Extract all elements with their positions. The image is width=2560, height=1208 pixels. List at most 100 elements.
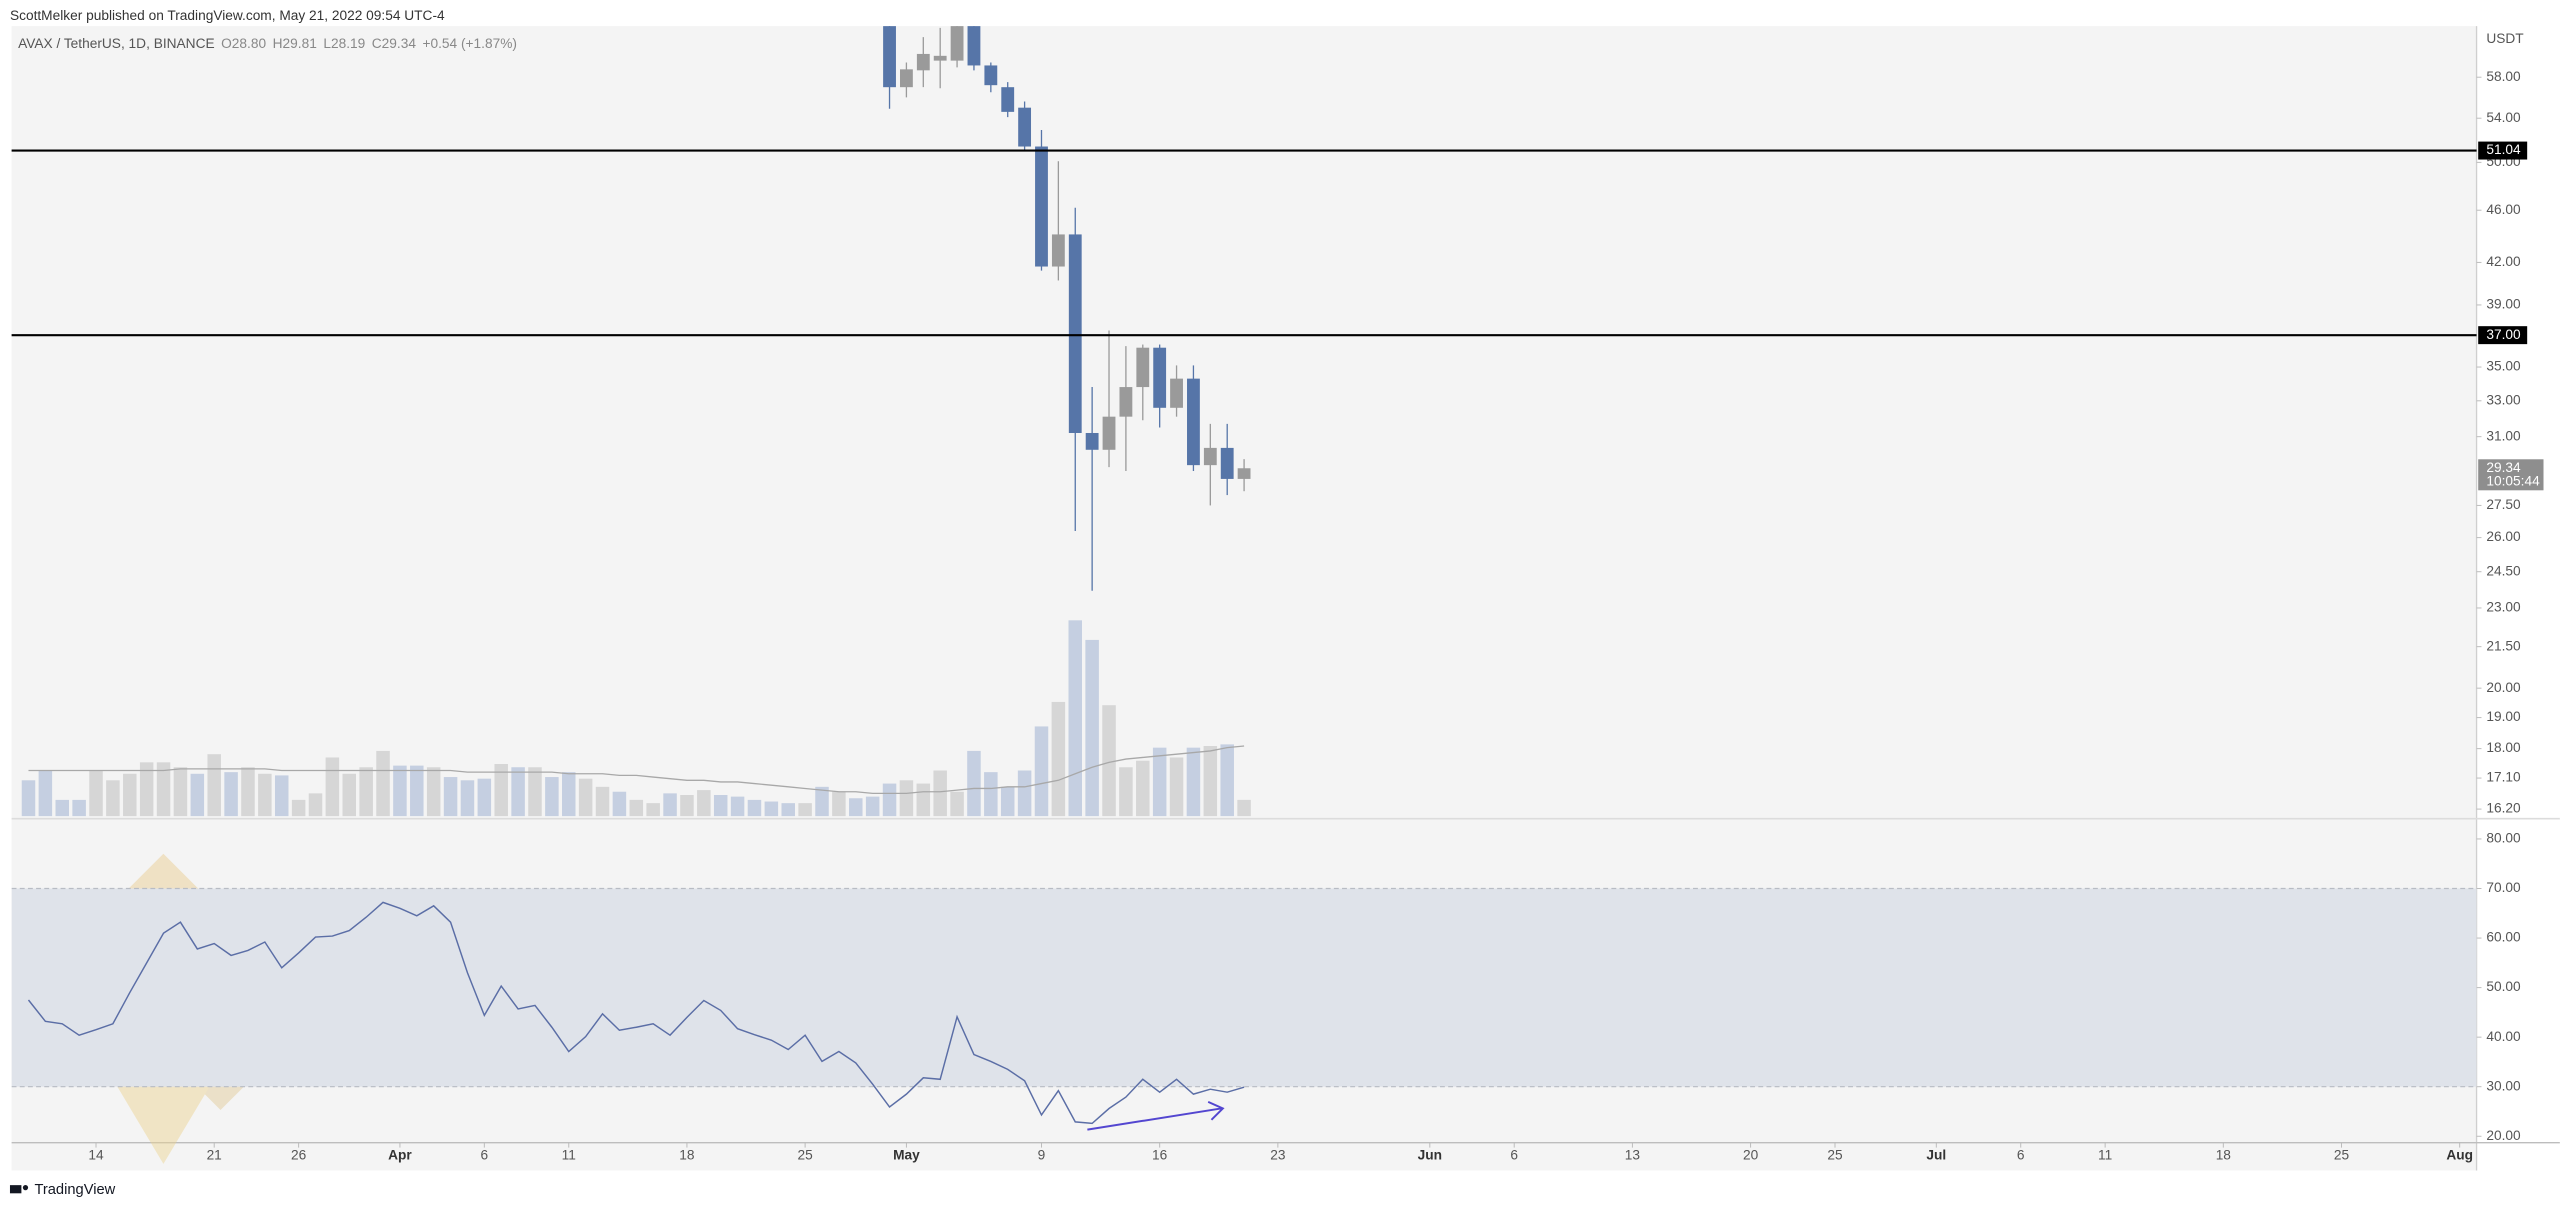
volume-bar bbox=[308, 793, 323, 817]
candle-body bbox=[1187, 378, 1200, 466]
volume-bar bbox=[781, 803, 795, 817]
arrow-head bbox=[1207, 1100, 1225, 1121]
volume-bar bbox=[1000, 786, 1015, 817]
x-tick-label: Jul bbox=[1926, 1147, 1946, 1162]
volume-bar bbox=[123, 773, 137, 817]
volume-bar bbox=[139, 762, 154, 817]
candle-body bbox=[933, 55, 947, 61]
x-tick-label: 25 bbox=[2334, 1147, 2350, 1162]
volume-bar bbox=[528, 767, 542, 817]
volume-bar bbox=[89, 770, 103, 817]
annotation-arrow bbox=[1087, 1100, 1225, 1131]
volume-bar bbox=[1119, 767, 1133, 817]
volume-bar bbox=[21, 780, 36, 817]
y-tick-label: 60.00 bbox=[2486, 930, 2521, 945]
candle-body bbox=[967, 26, 981, 66]
x-tick-label: 6 bbox=[1510, 1147, 1518, 1162]
x-tick-label: 11 bbox=[562, 1147, 576, 1162]
volume-bar bbox=[747, 799, 762, 817]
volume-bar bbox=[1169, 757, 1184, 817]
symbol-name: AVAX / TetherUS, 1D, BINANCE bbox=[18, 36, 214, 51]
rsi-band bbox=[11, 888, 2477, 1087]
volume-bar bbox=[798, 803, 812, 817]
x-tick-label: 11 bbox=[2098, 1147, 2112, 1162]
volume-bar bbox=[258, 773, 272, 817]
volume-bar bbox=[325, 757, 340, 817]
level-label-box bbox=[2478, 326, 2528, 345]
volume-bar bbox=[72, 799, 86, 817]
volume-bar bbox=[443, 777, 458, 817]
volume-bar bbox=[849, 798, 863, 817]
price-axis-area bbox=[2476, 26, 2560, 1171]
arrow-line bbox=[1087, 1107, 1222, 1131]
volume-bar bbox=[460, 780, 475, 817]
volume-bar bbox=[274, 775, 289, 817]
volume-bar bbox=[376, 750, 390, 817]
volume-bar bbox=[224, 772, 238, 817]
volume-bar bbox=[477, 778, 492, 817]
volume-bar bbox=[713, 794, 728, 817]
candle-body bbox=[1220, 447, 1234, 479]
volume-bar bbox=[916, 783, 931, 817]
x-tick-label: 9 bbox=[1038, 1147, 1046, 1162]
y-tick-label: 42.00 bbox=[2486, 254, 2521, 269]
candle-body bbox=[1051, 234, 1065, 267]
volume-bar bbox=[1102, 705, 1116, 817]
candle-body bbox=[1068, 234, 1082, 433]
candle-body bbox=[900, 69, 913, 88]
y-tick-label: 20.00 bbox=[2486, 680, 2521, 695]
y-tick-label: 16.20 bbox=[2486, 801, 2521, 816]
x-tick-label: 23 bbox=[1270, 1147, 1286, 1162]
x-tick-label: 18 bbox=[679, 1147, 695, 1162]
volume-bar bbox=[933, 770, 947, 817]
legend-low: L28.19 bbox=[323, 36, 365, 51]
volume-bar bbox=[680, 794, 694, 817]
volume-bar bbox=[1085, 639, 1099, 817]
x-tick-label: 25 bbox=[797, 1147, 813, 1162]
y-tick-label: 58.00 bbox=[2486, 69, 2521, 84]
volume-bar bbox=[832, 791, 846, 817]
level-label-box bbox=[2478, 141, 2528, 160]
symbol: AVAX / TetherUS, 1D, BINANCE O28.80 H29.81… bbox=[18, 36, 517, 51]
candle-body bbox=[1136, 347, 1150, 388]
volume-bar bbox=[578, 778, 593, 817]
level-label: 37.00 bbox=[2486, 327, 2521, 342]
volume-bar bbox=[1203, 746, 1218, 817]
candle-body bbox=[1237, 468, 1251, 479]
candle-body bbox=[1119, 387, 1133, 417]
rsi-line bbox=[27, 901, 1245, 1125]
x-tick-label: 25 bbox=[1827, 1147, 1843, 1162]
volume-bar bbox=[545, 777, 559, 817]
candle-body bbox=[1001, 87, 1015, 112]
volume-bar bbox=[629, 799, 644, 817]
volume-bar bbox=[106, 780, 120, 817]
volume-bar bbox=[865, 796, 880, 817]
volume-bar bbox=[561, 772, 576, 817]
x-tick-label: 26 bbox=[291, 1147, 307, 1162]
volume-bar bbox=[984, 772, 998, 817]
last-price-box bbox=[2478, 459, 2544, 491]
volume-bar bbox=[1034, 726, 1049, 817]
volume-bar bbox=[730, 796, 745, 817]
candle-body bbox=[1085, 432, 1099, 450]
y-tick-label: 20.00 bbox=[2486, 1128, 2521, 1143]
volume-bar bbox=[1220, 744, 1234, 817]
candle-body bbox=[1018, 107, 1032, 147]
x-tick-label: Jun bbox=[1418, 1147, 1442, 1162]
volume-bar bbox=[241, 767, 255, 817]
volume-bar bbox=[426, 767, 441, 817]
y-tick-label: 18.00 bbox=[2486, 740, 2521, 755]
x-tick-label: 20 bbox=[1743, 1147, 1759, 1162]
volume-bar bbox=[156, 762, 171, 817]
x-tick-label: 14 bbox=[88, 1147, 104, 1162]
volume-bar bbox=[882, 783, 897, 817]
y-tick-label: 31.00 bbox=[2486, 428, 2521, 443]
footer: TradingView bbox=[9, 1182, 116, 1198]
y-tick-label: 30.00 bbox=[2486, 1078, 2521, 1093]
x-tick-label: May bbox=[893, 1147, 920, 1162]
volume-bar bbox=[1051, 701, 1066, 817]
x-tick-label: 6 bbox=[481, 1147, 489, 1162]
y-tick-label: 19.00 bbox=[2486, 709, 2521, 724]
volume-bar bbox=[342, 773, 357, 817]
